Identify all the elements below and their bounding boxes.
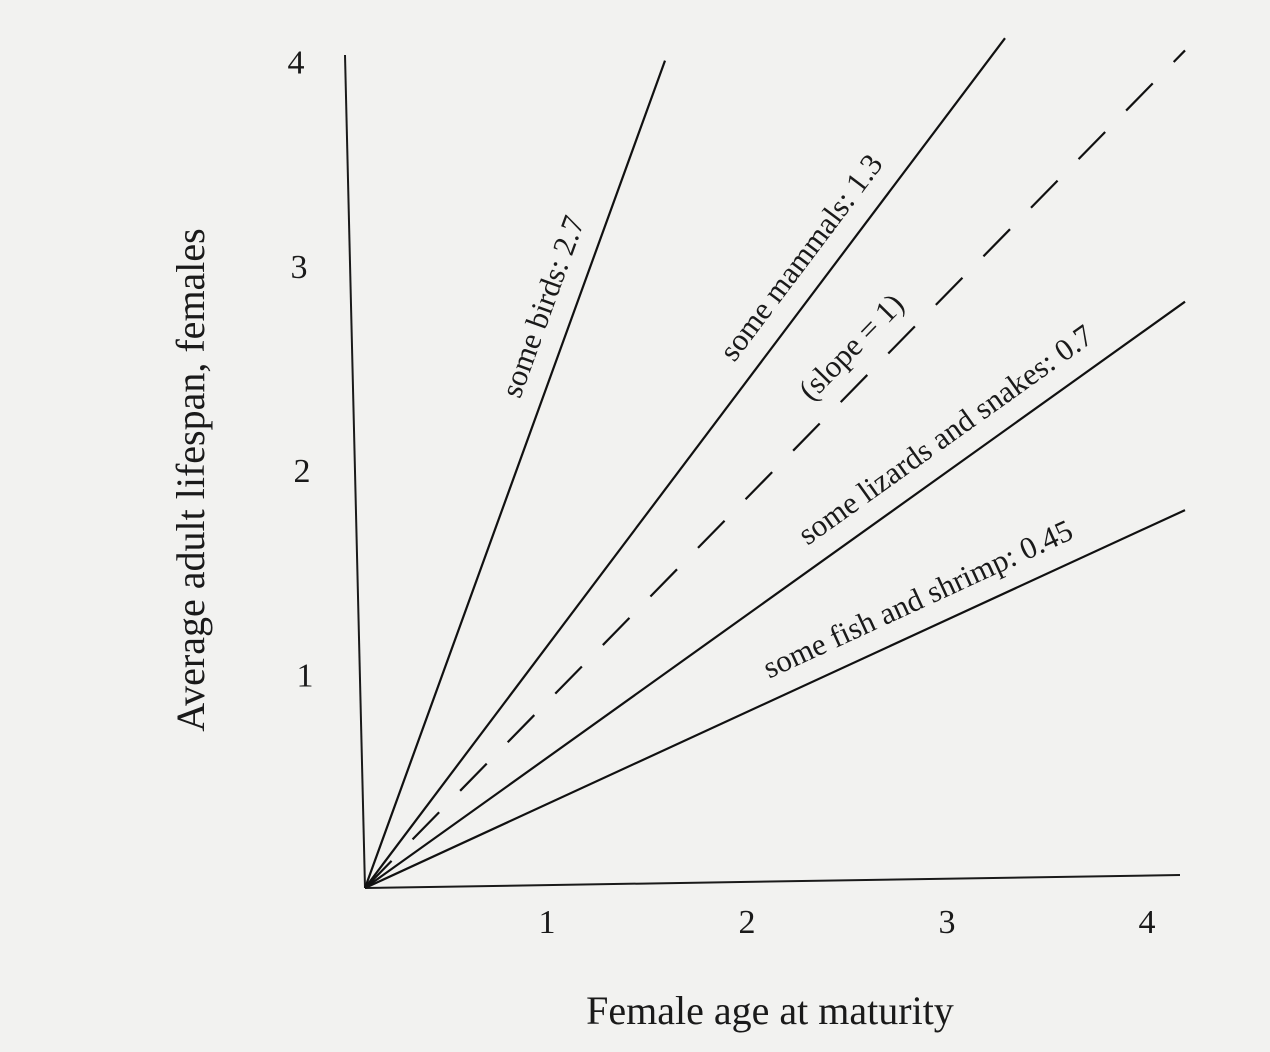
series-line [364,37,1006,889]
x-tick-label: 1 [539,904,556,941]
series-line [364,49,1186,889]
y-tick-label: 4 [288,45,305,82]
y-tick-label: 3 [291,249,308,286]
series-line [363,60,667,889]
y-tick-label: 2 [294,453,311,490]
series-line [364,509,1186,889]
x-axis-title: Female age at maturity [586,988,954,1033]
x-tick-label: 3 [939,904,956,941]
y-axis [344,54,366,889]
x-tick-label: 2 [739,904,756,941]
x-axis [364,874,1181,889]
y-axis-title: Average adult lifespan, females [168,228,213,731]
y-tick-label: 1 [297,658,314,695]
x-tick-label: 4 [1139,904,1156,941]
series-line [364,300,1186,889]
